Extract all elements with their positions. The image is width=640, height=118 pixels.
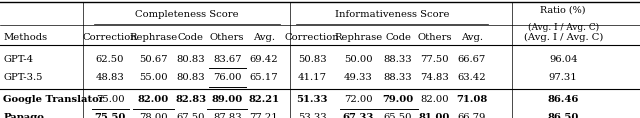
Text: 67.33: 67.33 xyxy=(342,113,374,118)
Text: Correction: Correction xyxy=(83,33,138,42)
Text: Code: Code xyxy=(178,33,204,42)
Text: GPT-3.5: GPT-3.5 xyxy=(3,73,43,82)
Text: 80.83: 80.83 xyxy=(177,55,205,63)
Text: 48.83: 48.83 xyxy=(96,73,124,82)
Text: 80.83: 80.83 xyxy=(177,73,205,82)
Text: 49.33: 49.33 xyxy=(344,73,372,82)
Text: Rephrase: Rephrase xyxy=(334,33,383,42)
Text: 71.08: 71.08 xyxy=(456,95,487,104)
Text: Correction: Correction xyxy=(285,33,340,42)
Text: Code: Code xyxy=(385,33,411,42)
Text: 41.17: 41.17 xyxy=(298,73,327,82)
Text: 79.00: 79.00 xyxy=(383,95,413,104)
Text: Others: Others xyxy=(210,33,244,42)
Text: (Avg. I / Avg. C): (Avg. I / Avg. C) xyxy=(524,33,603,42)
Text: GPT-4: GPT-4 xyxy=(3,55,33,63)
Text: 86.46: 86.46 xyxy=(547,95,579,104)
Text: 78.00: 78.00 xyxy=(140,113,168,118)
Text: 65.50: 65.50 xyxy=(384,113,412,118)
Text: 82.00: 82.00 xyxy=(138,95,169,104)
Text: 50.67: 50.67 xyxy=(140,55,168,63)
Text: Ratio (%): Ratio (%) xyxy=(540,6,586,15)
Text: (Avg. I / Avg. C): (Avg. I / Avg. C) xyxy=(527,23,599,32)
Text: 66.79: 66.79 xyxy=(458,113,486,118)
Text: 63.42: 63.42 xyxy=(458,73,486,82)
Text: Papago: Papago xyxy=(3,113,44,118)
Text: Avg.: Avg. xyxy=(253,33,275,42)
Text: 69.42: 69.42 xyxy=(250,55,278,63)
Text: 82.00: 82.00 xyxy=(420,95,449,104)
Text: 67.50: 67.50 xyxy=(177,113,205,118)
Text: 51.33: 51.33 xyxy=(296,95,328,104)
Text: 82.83: 82.83 xyxy=(175,95,206,104)
Text: 66.67: 66.67 xyxy=(458,55,486,63)
Text: 72.00: 72.00 xyxy=(344,95,372,104)
Text: 50.83: 50.83 xyxy=(298,55,326,63)
Text: Completeness Score: Completeness Score xyxy=(135,10,239,19)
Text: 50.00: 50.00 xyxy=(344,55,372,63)
Text: 88.33: 88.33 xyxy=(384,73,412,82)
Text: 96.04: 96.04 xyxy=(549,55,577,63)
Text: 86.50: 86.50 xyxy=(547,113,579,118)
Text: 76.00: 76.00 xyxy=(213,73,241,82)
Text: 89.00: 89.00 xyxy=(212,95,243,104)
Text: Google Translator: Google Translator xyxy=(3,95,104,104)
Text: 81.00: 81.00 xyxy=(419,113,451,118)
Text: 82.21: 82.21 xyxy=(248,95,279,104)
Text: 77.21: 77.21 xyxy=(250,113,278,118)
Text: 77.50: 77.50 xyxy=(420,55,449,63)
Text: 87.83: 87.83 xyxy=(213,113,241,118)
Text: 53.33: 53.33 xyxy=(298,113,326,118)
Text: 74.83: 74.83 xyxy=(420,73,449,82)
Text: 88.33: 88.33 xyxy=(384,55,412,63)
Text: 65.17: 65.17 xyxy=(250,73,278,82)
Text: 97.31: 97.31 xyxy=(549,73,577,82)
Text: Rephrase: Rephrase xyxy=(129,33,178,42)
Text: 75.50: 75.50 xyxy=(94,113,126,118)
Text: 62.50: 62.50 xyxy=(96,55,124,63)
Text: 83.67: 83.67 xyxy=(213,55,241,63)
Text: 75.00: 75.00 xyxy=(96,95,124,104)
Text: Informativeness Score: Informativeness Score xyxy=(335,10,449,19)
Text: Avg.: Avg. xyxy=(461,33,483,42)
Text: Methods: Methods xyxy=(3,33,47,42)
Text: Others: Others xyxy=(417,33,452,42)
Text: 55.00: 55.00 xyxy=(140,73,168,82)
